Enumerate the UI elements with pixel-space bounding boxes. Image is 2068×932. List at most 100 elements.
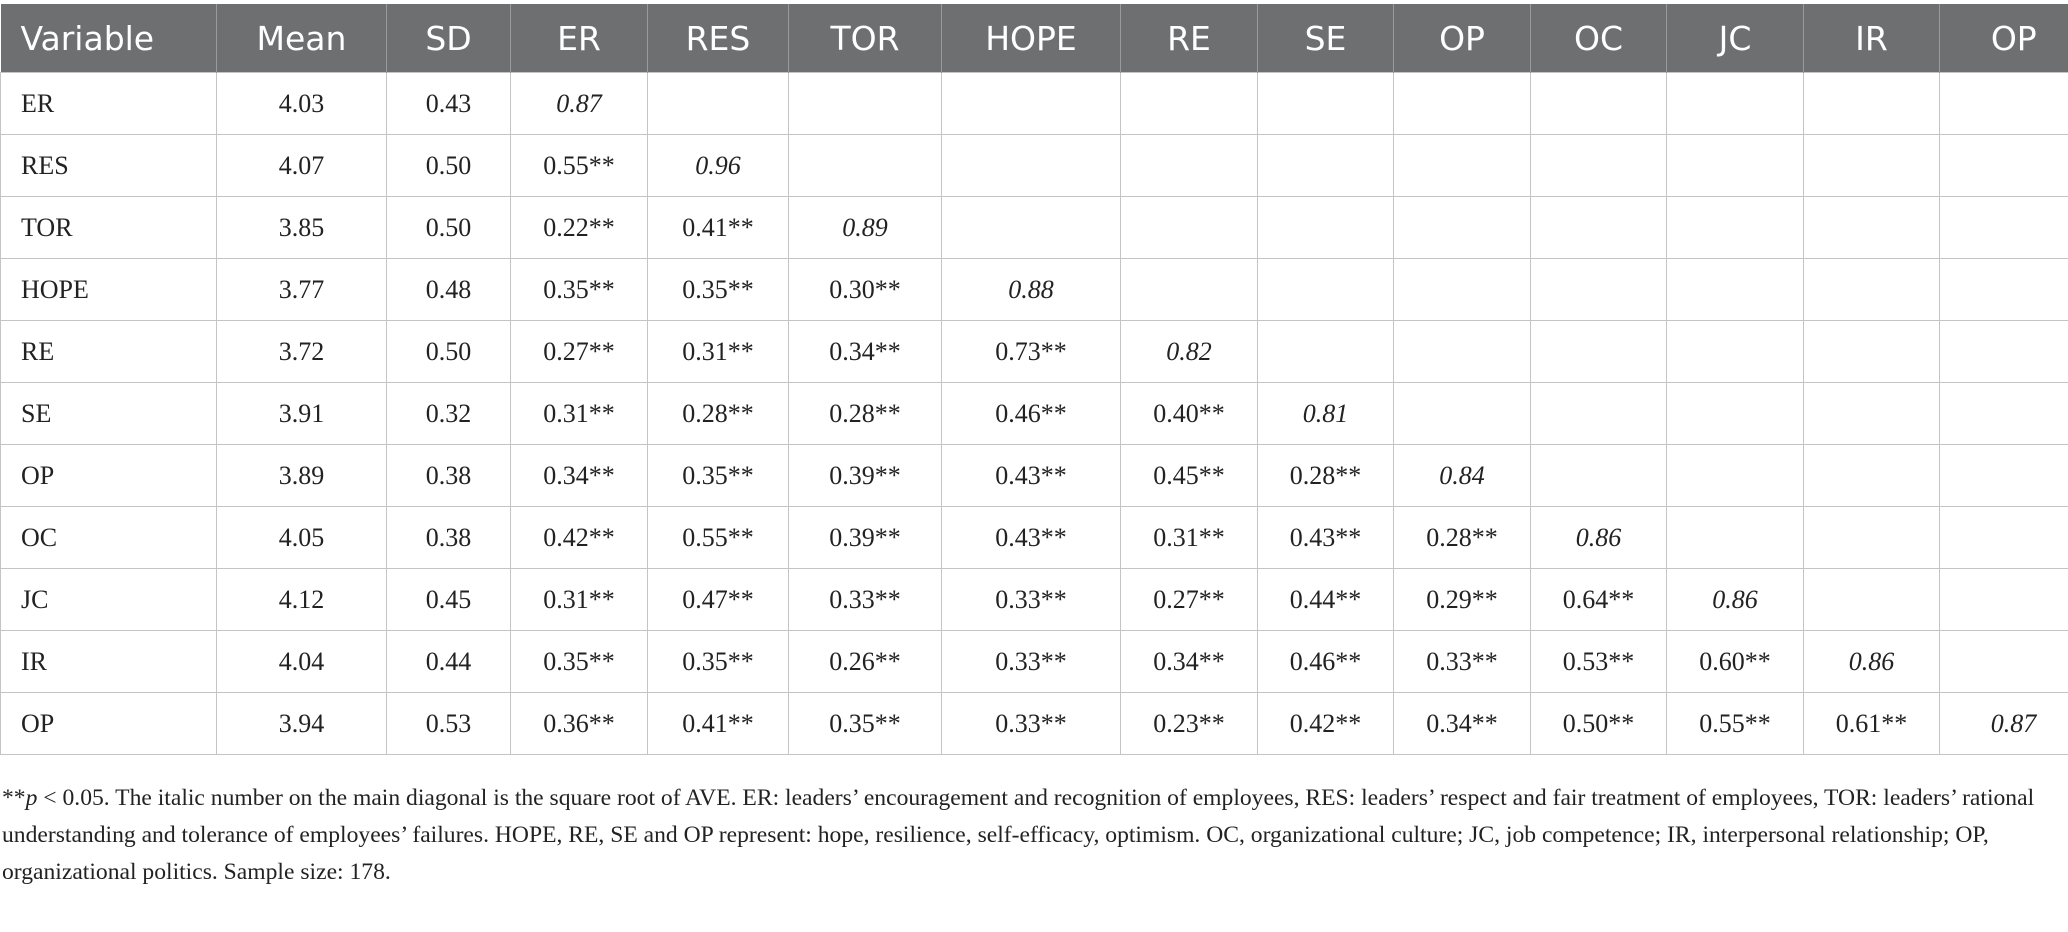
table-row: OP 3.89 0.38 0.34** 0.35** 0.39** 0.43** 0.45**…: [0, 444, 2068, 507]
sd-cell: 0.50: [386, 196, 511, 259]
column-header: IR: [1803, 4, 1940, 73]
empty-cell: [1939, 196, 2068, 259]
column-header: RE: [1120, 4, 1258, 73]
correlation-cell: 0.29**: [1393, 568, 1531, 631]
empty-cell: [1120, 196, 1258, 259]
diagonal-cell: 0.84: [1393, 444, 1531, 507]
table-row: RES 4.07 0.50 0.55** 0.96: [0, 134, 2068, 197]
variable-cell: ER: [0, 72, 217, 135]
variable-cell: IR: [0, 630, 217, 693]
mean-cell: 3.77: [216, 258, 387, 321]
diagonal-cell: 0.81: [1257, 382, 1394, 445]
empty-cell: [1666, 134, 1804, 197]
table-row: OP 3.94 0.53 0.36** 0.41** 0.35** 0.33** 0.23**…: [0, 692, 2068, 755]
table-row: ER 4.03 0.43 0.87: [0, 72, 2068, 135]
diagonal-cell: 0.87: [1939, 692, 2068, 755]
column-header: OP: [1393, 4, 1531, 73]
sd-cell: 0.43: [386, 72, 511, 135]
correlation-cell: 0.50**: [1530, 692, 1667, 755]
empty-cell: [1666, 382, 1804, 445]
header-row: Variable Mean SD ER RES TOR HOPE RE SE OP OC JC IR OP: [0, 4, 2068, 73]
variable-cell: OP: [0, 444, 217, 507]
correlation-cell: 0.43**: [941, 444, 1121, 507]
diagonal-cell: 0.89: [788, 196, 942, 259]
column-header: RES: [647, 4, 789, 73]
correlation-cell: 0.31**: [1120, 506, 1258, 569]
correlation-cell: 0.31**: [510, 382, 648, 445]
empty-cell: [1257, 72, 1394, 135]
variable-cell: HOPE: [0, 258, 217, 321]
empty-cell: [1939, 444, 2068, 507]
empty-cell: [1257, 258, 1394, 321]
mean-cell: 3.94: [216, 692, 387, 755]
empty-cell: [1393, 320, 1531, 383]
empty-cell: [1530, 134, 1667, 197]
empty-cell: [1939, 568, 2068, 631]
empty-cell: [1530, 196, 1667, 259]
diagonal-cell: 0.86: [1666, 568, 1804, 631]
correlation-cell: 0.35**: [788, 692, 942, 755]
empty-cell: [1530, 320, 1667, 383]
correlation-cell: 0.42**: [510, 506, 648, 569]
diagonal-cell: 0.86: [1803, 630, 1940, 693]
table-footnote: **p < 0.05. The italic number on the mai…: [2, 780, 2064, 891]
table-body: ER 4.03 0.43 0.87 RES 4.07 0.50 0.55** 0.96 TOR 3.…: [0, 72, 2068, 755]
table-row: JC 4.12 0.45 0.31** 0.47** 0.33** 0.33** 0.27**…: [0, 568, 2068, 631]
empty-cell: [788, 134, 942, 197]
empty-cell: [647, 72, 789, 135]
empty-cell: [1666, 444, 1804, 507]
empty-cell: [1257, 320, 1394, 383]
correlation-cell: 0.40**: [1120, 382, 1258, 445]
empty-cell: [1803, 258, 1940, 321]
correlation-table: Variable Mean SD ER RES TOR HOPE RE SE OP OC JC IR OP…: [0, 4, 2068, 755]
correlation-cell: 0.53**: [1530, 630, 1667, 693]
sd-cell: 0.50: [386, 320, 511, 383]
mean-cell: 4.12: [216, 568, 387, 631]
table-row: TOR 3.85 0.50 0.22** 0.41** 0.89: [0, 196, 2068, 259]
correlation-cell: 0.46**: [941, 382, 1121, 445]
correlation-cell: 0.36**: [510, 692, 648, 755]
empty-cell: [1666, 196, 1804, 259]
column-header: TOR: [788, 4, 942, 73]
empty-cell: [1530, 382, 1667, 445]
correlation-cell: 0.28**: [1257, 444, 1394, 507]
variable-cell: OP: [0, 692, 217, 755]
mean-cell: 3.89: [216, 444, 387, 507]
correlation-cell: 0.28**: [788, 382, 942, 445]
empty-cell: [1393, 72, 1531, 135]
diagonal-cell: 0.87: [510, 72, 648, 135]
empty-cell: [1666, 506, 1804, 569]
variable-cell: SE: [0, 382, 217, 445]
table-row: HOPE 3.77 0.48 0.35** 0.35** 0.30** 0.88: [0, 258, 2068, 321]
sd-cell: 0.38: [386, 506, 511, 569]
empty-cell: [1803, 568, 1940, 631]
empty-cell: [1120, 134, 1258, 197]
empty-cell: [1803, 196, 1940, 259]
correlation-cell: 0.22**: [510, 196, 648, 259]
correlation-cell: 0.39**: [788, 506, 942, 569]
empty-cell: [1666, 258, 1804, 321]
empty-cell: [941, 134, 1121, 197]
column-header: Variable: [0, 4, 217, 73]
correlation-cell: 0.28**: [1393, 506, 1531, 569]
correlation-cell: 0.44**: [1257, 568, 1394, 631]
empty-cell: [1939, 630, 2068, 693]
column-header: HOPE: [941, 4, 1121, 73]
correlation-cell: 0.31**: [510, 568, 648, 631]
correlation-cell: 0.27**: [1120, 568, 1258, 631]
sd-cell: 0.38: [386, 444, 511, 507]
correlation-cell: 0.28**: [647, 382, 789, 445]
correlation-cell: 0.33**: [941, 692, 1121, 755]
empty-cell: [1803, 506, 1940, 569]
empty-cell: [1939, 134, 2068, 197]
empty-cell: [1939, 382, 2068, 445]
correlation-cell: 0.43**: [1257, 506, 1394, 569]
sd-cell: 0.45: [386, 568, 511, 631]
sd-cell: 0.53: [386, 692, 511, 755]
empty-cell: [1393, 382, 1531, 445]
correlation-cell: 0.33**: [941, 568, 1121, 631]
correlation-cell: 0.61**: [1803, 692, 1940, 755]
mean-cell: 3.72: [216, 320, 387, 383]
correlation-cell: 0.33**: [788, 568, 942, 631]
empty-cell: [941, 196, 1121, 259]
